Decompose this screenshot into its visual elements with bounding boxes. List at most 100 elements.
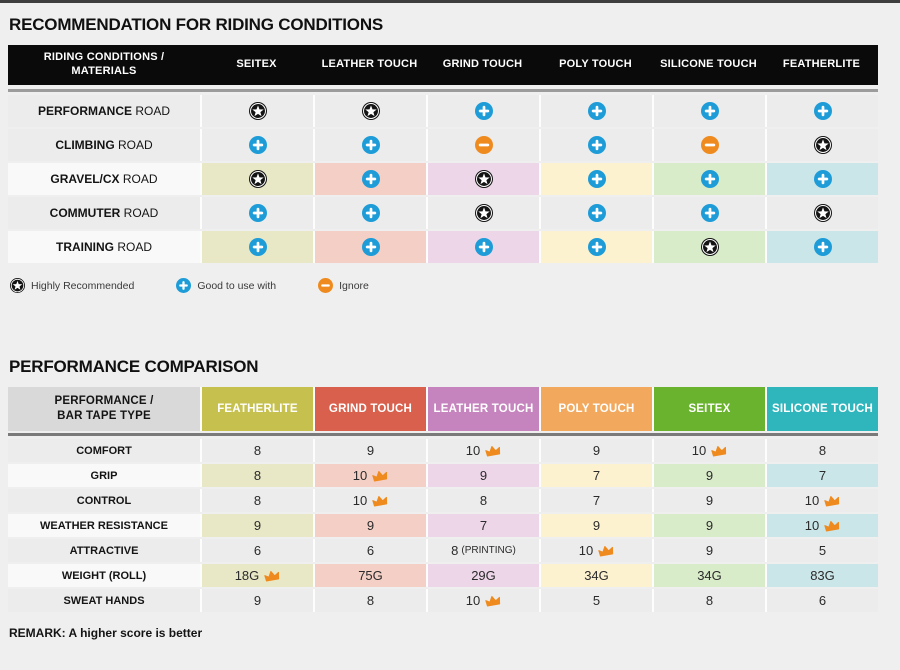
plus-icon	[539, 163, 652, 195]
score-cell: 8	[200, 489, 313, 512]
star-icon	[10, 278, 31, 293]
score-cell: 5	[539, 589, 652, 612]
row-label: GRIP	[8, 464, 200, 487]
score-value: 8	[253, 493, 262, 508]
score-value: 10	[352, 493, 368, 508]
score-value: 5	[818, 543, 827, 558]
score-value: 10	[804, 518, 820, 533]
row-label: GRAVEL/CX ROAD	[8, 163, 200, 195]
star-icon	[200, 163, 313, 195]
table-row: SWEAT HANDS 9 8 10 5 8 6	[8, 589, 878, 612]
riding-conditions-title: RECOMMENDATION FOR RIDING CONDITIONS	[9, 15, 384, 34]
score-value: 8	[366, 593, 375, 608]
plus-icon	[313, 163, 426, 195]
performance-comparison-table: PERFORMANCE / BAR TAPE TYPE FEATHERLITE G…	[8, 387, 878, 612]
score-value: 6	[818, 593, 827, 608]
score-value: 5	[592, 593, 601, 608]
score-value: 8	[253, 443, 262, 458]
score-value: 8	[705, 593, 714, 608]
column-header-leather-touch: LEATHER TOUCH	[321, 58, 418, 71]
score-value: 29G	[471, 568, 496, 583]
score-value: 7	[592, 493, 601, 508]
column-header-featherlite: FEATHERLITE	[782, 58, 861, 71]
performance-comparison-corner-header: PERFORMANCE / BAR TAPE TYPE	[8, 387, 200, 431]
score-cell: 5	[765, 539, 878, 562]
table-row: ATTRACTIVE 6 6 8 (PRINTING) 10 9 5	[8, 539, 878, 562]
legend: Highly Recommended Good to use with Igno…	[10, 278, 878, 293]
star-icon	[200, 95, 313, 127]
header-divider	[8, 433, 878, 436]
score-cell: 10	[652, 439, 765, 462]
star-icon	[426, 197, 539, 229]
performance-comparison-title: PERFORMANCE COMPARISON	[9, 357, 259, 376]
score-cell: 8	[200, 464, 313, 487]
row-label: COMFORT	[8, 439, 200, 462]
table-row: WEIGHT (ROLL) 18G 75G 29G 34G 34G 83G	[8, 564, 878, 587]
score-cell: 7	[765, 464, 878, 487]
score-cell: 9	[200, 514, 313, 537]
score-value: 9	[592, 443, 601, 458]
score-value: 7	[592, 468, 601, 483]
column-header-poly-touch: POLY TOUCH	[559, 58, 632, 71]
header-divider	[8, 89, 878, 92]
score-value: 9	[253, 593, 262, 608]
score-cell: 10	[539, 539, 652, 562]
score-cell: 7	[426, 514, 539, 537]
table-row: COMMUTER ROAD	[8, 197, 878, 229]
score-value: 9	[592, 518, 601, 533]
plus-icon	[313, 197, 426, 229]
score-value: 9	[366, 518, 375, 533]
score-value: 8	[451, 543, 459, 558]
riding-conditions-corner-header: RIDING CONDITIONS / MATERIALS	[43, 51, 165, 77]
table-row: CONTROL 8 10 8 7 9 10	[8, 489, 878, 512]
column-header-poly-touch: POLY TOUCH	[539, 387, 652, 431]
score-cell: 9	[313, 439, 426, 462]
row-label: WEATHER RESISTANCE	[8, 514, 200, 537]
score-value: 9	[253, 518, 262, 533]
score-value: 10	[465, 593, 481, 608]
riding-conditions-table-header: RIDING CONDITIONS / MATERIALS SEITEX LEAT…	[8, 45, 878, 85]
score-cell: 8 (PRINTING)	[426, 539, 539, 562]
score-cell: 8	[765, 439, 878, 462]
row-label: WEIGHT (ROLL)	[8, 564, 200, 587]
row-label: CONTROL	[8, 489, 200, 512]
performance-comparison-table-body: COMFORT 8 9 10 9 10 8 GRIP 8 10 9 7 9 7 CONTROL 8 10 8 7 9 1…	[8, 439, 878, 612]
score-cell: 9	[313, 514, 426, 537]
score-cell: 7	[539, 464, 652, 487]
score-value: 8	[479, 493, 488, 508]
score-cell: 29G	[426, 564, 539, 587]
score-value: 10	[804, 493, 820, 508]
score-note: (PRINTING)	[461, 545, 516, 556]
score-cell: 6	[765, 589, 878, 612]
score-value: 6	[366, 543, 375, 558]
row-label: ATTRACTIVE	[8, 539, 200, 562]
score-value: 9	[705, 468, 714, 483]
column-header-silicone-touch: SILICONE TOUCH	[765, 387, 878, 431]
table-row: GRAVEL/CX ROAD	[8, 163, 878, 195]
remark-note: REMARK: A higher score is better	[9, 626, 203, 640]
row-label: SWEAT HANDS	[8, 589, 200, 612]
score-cell: 9	[652, 539, 765, 562]
score-cell: 75G	[313, 564, 426, 587]
plus-icon	[765, 95, 878, 127]
score-cell: 8	[652, 589, 765, 612]
riding-conditions-table: RIDING CONDITIONS / MATERIALS SEITEX LEAT…	[8, 45, 878, 263]
column-header-seitex: SEITEX	[236, 58, 277, 71]
legend-label: Highly Recommended	[31, 279, 135, 292]
score-cell: 9	[539, 514, 652, 537]
row-label: PERFORMANCE ROAD	[8, 95, 200, 127]
score-cell: 7	[539, 489, 652, 512]
plus-icon	[765, 231, 878, 263]
score-value: 8	[253, 468, 262, 483]
score-value: 18G	[234, 568, 260, 583]
column-header-grind-touch: GRIND TOUCH	[442, 58, 523, 71]
legend-item-highly-recommended: Highly Recommended	[10, 278, 134, 293]
score-cell: 9	[652, 464, 765, 487]
score-cell: 10	[426, 439, 539, 462]
plus-icon	[539, 95, 652, 127]
score-cell: 10	[426, 589, 539, 612]
score-cell: 6	[200, 539, 313, 562]
legend-label: Ignore	[339, 279, 369, 292]
score-cell: 8	[200, 439, 313, 462]
plus-icon	[200, 231, 313, 263]
